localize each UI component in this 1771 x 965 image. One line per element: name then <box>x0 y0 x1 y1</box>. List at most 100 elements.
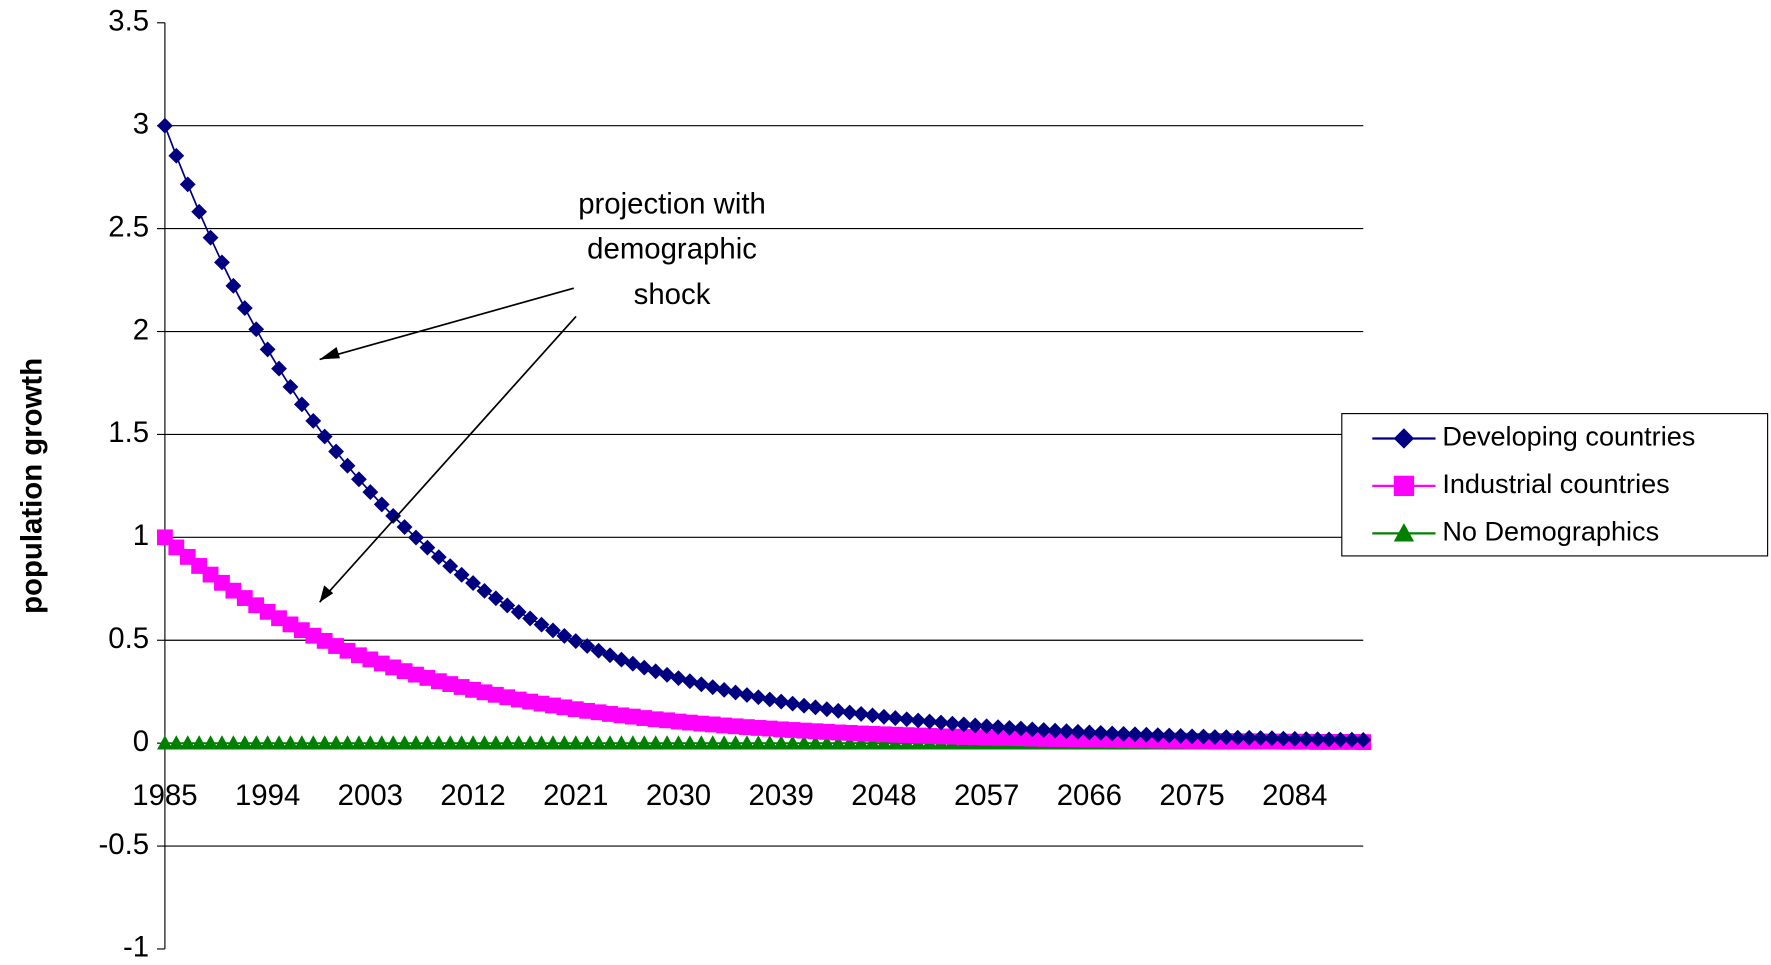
marker-diamond <box>1229 729 1246 746</box>
marker-diamond <box>362 484 379 500</box>
marker-diamond <box>910 712 927 729</box>
legend-label: Industrial countries <box>1442 468 1669 499</box>
marker-triangle <box>271 735 287 750</box>
marker-triangle <box>704 735 721 750</box>
y-tick-label: -1 <box>123 931 149 964</box>
marker-triangle <box>259 735 276 750</box>
marker-diamond <box>1149 727 1166 744</box>
marker-triangle <box>236 735 253 750</box>
marker-triangle <box>796 735 812 750</box>
marker-triangle <box>305 735 322 750</box>
marker-triangle <box>214 735 230 750</box>
marker-diamond <box>487 590 504 607</box>
marker-triangle <box>396 735 413 750</box>
marker-triangle <box>807 735 824 750</box>
marker-diamond <box>567 633 584 649</box>
marker-diamond <box>1104 725 1121 742</box>
annotation-text: projection with <box>578 188 766 221</box>
marker-triangle <box>624 735 641 750</box>
marker-triangle <box>248 735 265 750</box>
marker-diamond <box>887 710 904 726</box>
marker-triangle <box>876 735 892 750</box>
marker-triangle <box>590 735 607 750</box>
marker-triangle <box>556 735 573 750</box>
marker-triangle <box>784 735 801 750</box>
marker-triangle <box>659 735 675 750</box>
marker-diamond <box>1092 724 1109 741</box>
marker-triangle <box>487 735 504 750</box>
marker-diamond <box>1012 720 1029 737</box>
marker-diamond <box>876 708 892 725</box>
marker-triangle <box>739 735 755 750</box>
marker-diamond <box>1024 721 1041 738</box>
marker-diamond <box>1138 726 1155 743</box>
marker-triangle <box>168 735 185 750</box>
marker-diamond <box>921 713 938 730</box>
marker-triangle <box>864 735 881 750</box>
marker-diamond <box>1001 720 1018 736</box>
marker-diamond <box>408 529 424 546</box>
marker-diamond <box>830 702 847 719</box>
marker-triangle <box>579 735 596 750</box>
marker-diamond <box>1252 730 1269 746</box>
marker-diamond <box>271 360 287 377</box>
marker-diamond <box>579 638 596 654</box>
marker-triangle <box>647 735 664 750</box>
marker-diamond <box>465 575 481 591</box>
marker-diamond <box>796 697 812 714</box>
marker-diamond <box>841 704 858 721</box>
marker-diamond <box>716 681 733 698</box>
marker-diamond <box>704 679 721 696</box>
marker-triangle <box>316 735 333 750</box>
x-tick-label: 2030 <box>646 779 711 812</box>
marker-diamond <box>385 508 402 524</box>
y-tick-label: 2.5 <box>108 210 149 243</box>
y-tick-label: 3.5 <box>108 5 149 38</box>
marker-diamond <box>476 582 493 599</box>
y-tick-label: 0.5 <box>108 622 149 655</box>
marker-square <box>1393 475 1415 497</box>
marker-diamond <box>442 558 459 575</box>
marker-diamond <box>818 701 835 718</box>
marker-triangle <box>408 735 424 750</box>
marker-diamond <box>1286 730 1303 747</box>
marker-triangle <box>293 735 310 750</box>
marker-triangle <box>465 735 481 750</box>
marker-triangle <box>225 735 242 750</box>
marker-triangle <box>373 735 390 750</box>
marker-triangle <box>636 735 653 750</box>
marker-diamond <box>236 300 253 316</box>
x-tick-label: 1994 <box>235 779 300 812</box>
marker-diamond <box>316 428 333 445</box>
annotation-text: shock <box>634 278 711 311</box>
y-tick-label: 1 <box>133 519 149 552</box>
marker-diamond <box>761 691 778 708</box>
marker-triangle <box>670 735 687 750</box>
x-tick-label: 2057 <box>954 779 1019 812</box>
marker-triangle <box>191 735 208 750</box>
marker-diamond <box>647 663 664 680</box>
marker-diamond <box>693 676 710 693</box>
marker-triangle <box>1393 523 1415 542</box>
marker-triangle <box>442 735 459 750</box>
y-tick-label: 3 <box>133 107 149 140</box>
marker-triangle <box>453 735 470 750</box>
marker-triangle <box>328 735 345 750</box>
marker-diamond <box>248 321 265 338</box>
arrow-head <box>319 585 334 603</box>
marker-diamond <box>1047 722 1064 739</box>
x-tick-label: 2003 <box>338 779 403 812</box>
marker-diamond <box>430 549 447 566</box>
x-tick-label: 1985 <box>132 779 197 812</box>
marker-triangle <box>476 735 493 750</box>
arrow <box>319 287 574 361</box>
series <box>156 117 1372 748</box>
marker-diamond <box>1309 731 1326 748</box>
marker-diamond <box>328 443 345 460</box>
marker-triangle <box>761 735 778 750</box>
marker-diamond <box>1184 728 1200 745</box>
marker-triangle <box>818 735 835 750</box>
marker-diamond <box>522 610 539 627</box>
marker-triangle <box>841 735 858 750</box>
marker-diamond <box>1355 731 1372 748</box>
